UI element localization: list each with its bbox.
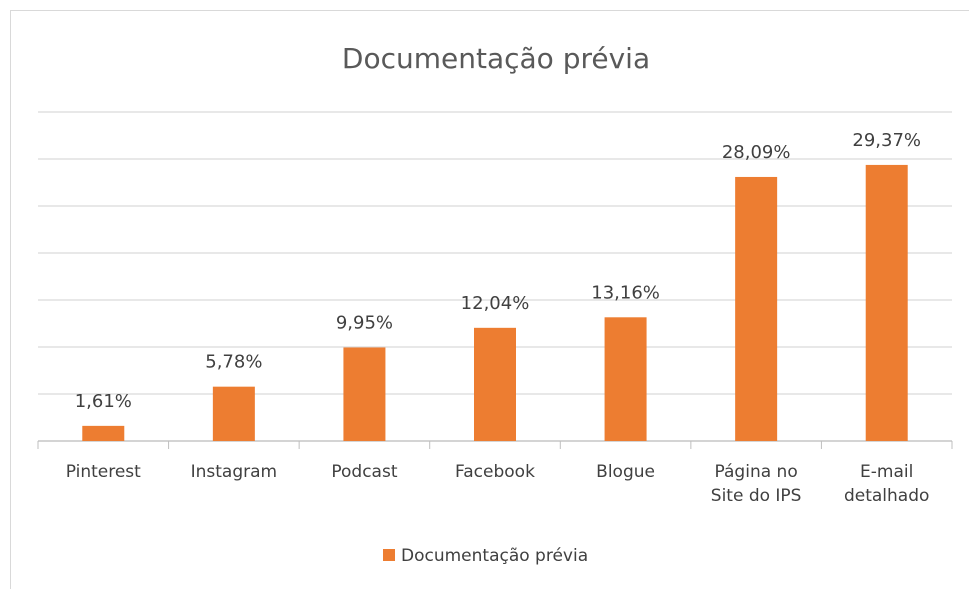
data-label: 12,04% <box>461 293 530 314</box>
x-tick-label: E-mail detalhado <box>843 462 930 506</box>
data-label: 13,16% <box>591 282 660 303</box>
data-label: 9,95% <box>336 312 393 333</box>
data-label: 1,61% <box>75 391 132 412</box>
chart-border <box>10 10 969 589</box>
legend-swatch <box>383 549 395 561</box>
bar <box>343 347 386 441</box>
chart-title: Documentação prévia <box>342 42 650 75</box>
bar <box>212 386 255 441</box>
bar <box>82 425 125 441</box>
x-tick-label: Podcast <box>331 462 398 482</box>
bar <box>604 317 647 441</box>
bar <box>735 176 778 442</box>
bar <box>865 164 908 441</box>
x-tick-label: Pinterest <box>65 462 141 482</box>
data-label: 5,78% <box>205 352 262 373</box>
x-tick-label: Instagram <box>190 462 278 482</box>
bar <box>474 327 516 441</box>
data-label: 29,37% <box>852 130 921 151</box>
x-tick-label: Facebook <box>455 462 535 482</box>
legend-label: Documentação prévia <box>401 546 588 566</box>
x-tick-label: Blogue <box>596 462 655 482</box>
x-tick-label: Página no Site do IPS <box>710 462 802 506</box>
data-label: 28,09% <box>722 142 791 163</box>
